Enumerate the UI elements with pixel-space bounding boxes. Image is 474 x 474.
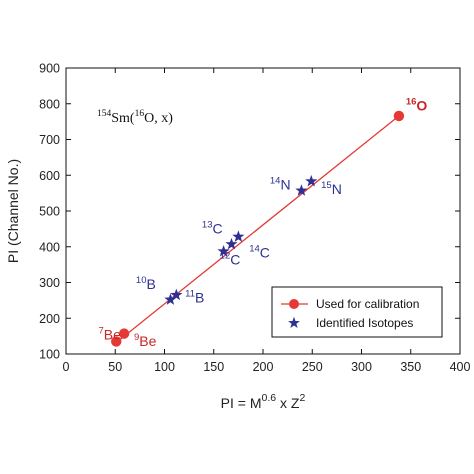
x-axis-title-part: PI = M [221,395,262,411]
calibration-point [393,110,405,122]
isotope-element: C [213,221,223,237]
isotope-label-14n: 14N [270,176,291,193]
isotope-mass: 9 [134,332,139,343]
y-tick-label: 500 [39,205,60,219]
y-tick-label: 900 [39,62,60,76]
isotope-label-11b: 11B [185,289,204,306]
x-tick-label: 0 [63,360,70,374]
y-tick-label: 300 [39,276,60,290]
x-tick-label: 100 [154,360,175,374]
calibration-fit-line [115,115,400,344]
legend-entry: Used for calibration [316,297,419,311]
isotope-mass: 12 [220,251,231,262]
y-tick-label: 700 [39,133,60,147]
reaction-label-part: 16 [135,109,145,119]
reaction-label: 154Sm(16O, x) [97,109,173,126]
x-tick-label: 400 [450,360,471,374]
x-tick-label: 50 [108,360,122,374]
calibration-point [111,336,122,347]
isotope-label-12c: 12C [220,251,241,268]
isotope-star-point [305,174,318,187]
isotope-star-point [225,237,238,250]
isotope-mass: 10 [136,275,147,286]
y-tick-label: 200 [39,312,60,326]
y-tick-label: 600 [39,169,60,183]
isotope-label-9be: 9Be [134,332,157,349]
y-tick-label: 100 [39,348,60,362]
legend-circle-swatch [289,299,299,309]
reaction-label-part: 154 [97,109,112,119]
x-axis-title-part: 0.6 [262,392,277,404]
isotope-element: C [260,244,270,260]
isotope-star-point [295,184,308,196]
x-tick-label: 200 [253,360,274,374]
isotope-element: C [230,252,240,268]
isotope-label-13c: 13C [202,220,223,237]
isotope-element: B [147,276,156,292]
reaction-label-part: Sm( [111,111,135,126]
isotope-label-7be: 7Be [99,326,122,343]
legend-star-swatch [288,316,300,329]
isotope-element: O [416,98,427,114]
y-axis-title: PI (Channel No.) [5,159,21,263]
legend-entry: Identified Isotopes [316,316,413,330]
isotope-mass: 14 [270,176,281,187]
x-tick-label: 350 [400,360,421,374]
isotope-mass: 15 [321,180,332,191]
isotope-label-14c: 14C [249,243,270,260]
x-tick-label: 150 [203,360,224,374]
isotope-label-15n: 15N [321,180,342,197]
isotope-star-point [217,245,230,257]
y-tick-label: 400 [39,240,60,254]
isotope-star-point [164,293,177,305]
x-axis-title-part: 2 [299,392,305,404]
calibration-point [118,328,130,339]
x-tick-label: 300 [351,360,372,374]
isotope-label-16o: 16O [406,97,428,114]
isotope-element: N [280,177,290,193]
isotope-star-point [170,288,183,301]
isotope-mass: 14 [249,243,260,254]
isotope-mass: 11 [185,289,195,300]
isotope-element: Be [139,333,156,349]
x-tick-label: 250 [302,360,323,374]
isotope-mass: 7 [99,326,104,337]
reaction-label-part: O, x) [144,111,173,126]
y-tick-label: 800 [39,97,60,111]
x-axis-title-part: x Z [276,395,300,411]
isotope-mass: 16 [406,97,417,108]
legend-box [271,286,443,338]
x-axis-title: PI = M0.6 x Z2 [221,392,306,411]
isotope-element: B [195,290,204,306]
isotope-star-point [232,230,245,242]
isotope-label-10b: 10B [136,275,156,292]
isotope-mass: 13 [202,220,213,231]
isotope-element: N [332,181,342,197]
isotope-element: Be [104,327,121,343]
